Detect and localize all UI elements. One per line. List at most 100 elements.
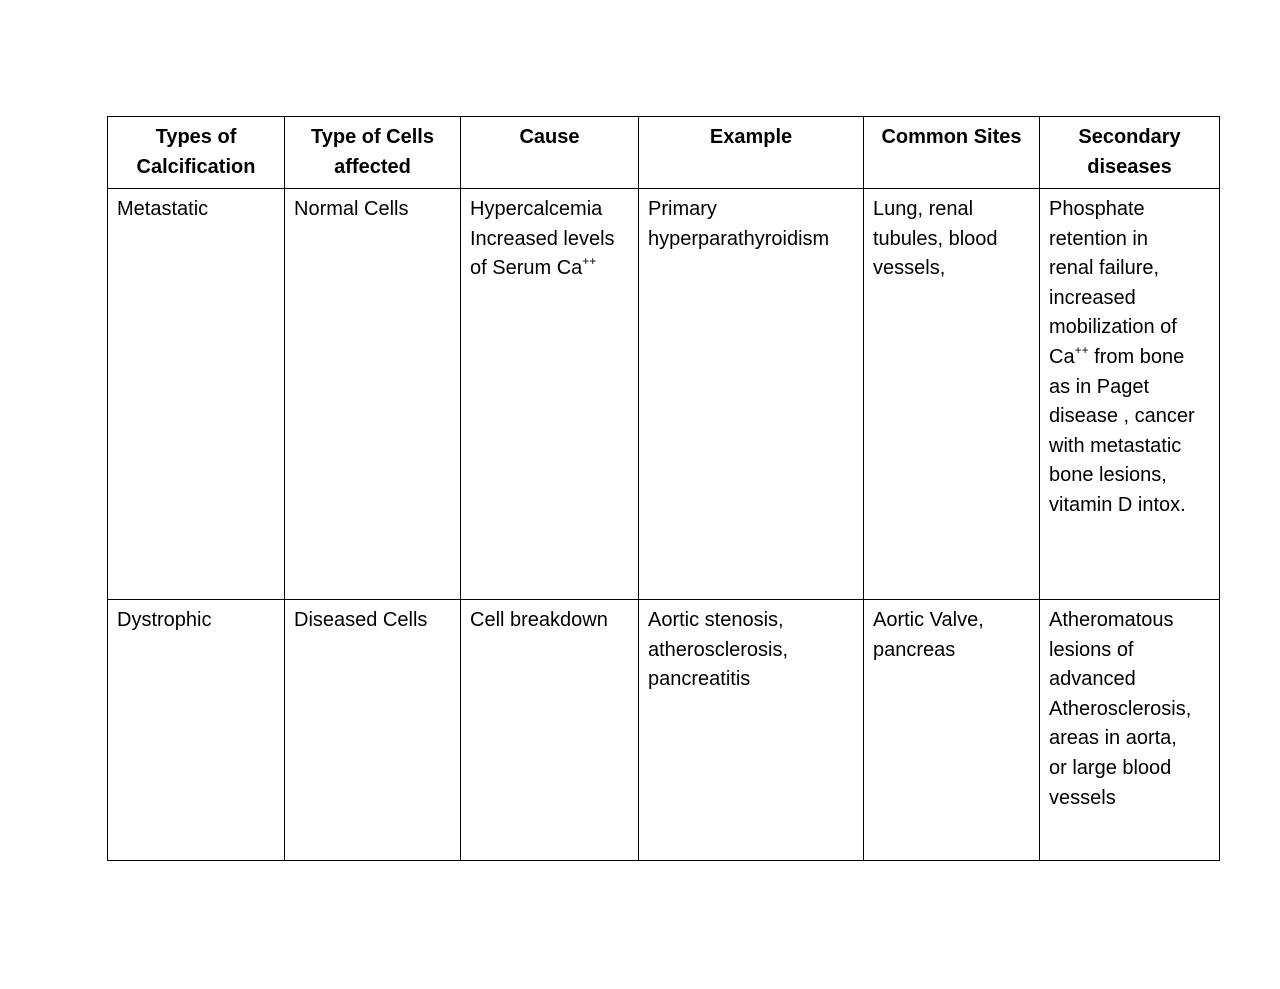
cell-line: Atheromatous xyxy=(1049,606,1211,636)
text-segment: Dystrophic xyxy=(117,609,212,631)
cell-line: areas in aorta, xyxy=(1049,724,1211,754)
text-segment: Atheromatous xyxy=(1049,609,1174,631)
cell-line: Primary xyxy=(648,195,855,225)
text-segment: vessels, xyxy=(873,257,946,280)
text-segment: Diseased Cells xyxy=(294,609,428,631)
header-example: Example xyxy=(638,116,864,189)
cell-line: Phosphate xyxy=(1049,195,1211,225)
text-segment: Metastatic xyxy=(117,198,209,220)
text-segment: or large blood xyxy=(1049,756,1172,779)
cell-line: Aortic Valve, xyxy=(873,606,1031,636)
text-segment: of Serum Ca xyxy=(470,257,583,280)
text-segment: Lung, renal xyxy=(873,198,974,220)
cell-line: bone lesions, xyxy=(1049,461,1211,491)
header-types-of-calcification: Types of Calcification xyxy=(107,116,285,189)
text-segment: retention in xyxy=(1049,227,1148,250)
cell-example: Primary hyperparathyroidism xyxy=(638,188,864,600)
text-segment: Aortic stenosis, xyxy=(648,609,784,631)
header-text: Common Sites xyxy=(881,126,1022,148)
text-segment: Cell breakdown xyxy=(470,609,608,631)
text-segment: Phosphate xyxy=(1049,198,1145,220)
cell-line: Aortic stenosis, xyxy=(648,606,855,636)
cell-line: retention in xyxy=(1049,225,1211,255)
text-segment: vessels xyxy=(1049,786,1116,809)
header-cause: Cause xyxy=(460,116,639,189)
cell-line: Diseased Cells xyxy=(294,606,452,636)
text-segment: advanced xyxy=(1049,668,1136,691)
cell-secondary-diseases: Phosphate retention in renal failure, incre… xyxy=(1039,188,1220,600)
cell-example: Aortic stenosis, atherosclerosis, pancreat… xyxy=(638,599,864,861)
text-segment: increased xyxy=(1049,286,1136,309)
text-segment: from bone xyxy=(1088,345,1185,368)
cell-line: of Serum Ca++ xyxy=(470,254,630,284)
header-text: Types of xyxy=(155,126,237,148)
header-text: Example xyxy=(709,126,793,148)
cell-line: pancreatitis xyxy=(648,665,855,695)
text-segment: areas in aorta, xyxy=(1049,727,1177,750)
cell-type-of-cells-affected: Diseased Cells xyxy=(284,599,461,861)
text-segment: atherosclerosis, xyxy=(648,638,789,661)
text-segment: mobilization of xyxy=(1049,316,1177,339)
header-secondary-diseases: Secondary diseases xyxy=(1039,116,1220,189)
header-row: Types of Calcification Type of Cells affect… xyxy=(107,116,1220,189)
text-segment: lesions of xyxy=(1049,638,1134,661)
text-segment: Primary xyxy=(648,198,717,220)
cell-secondary-diseases: Atheromatous lesions of advanced Atheroscle… xyxy=(1039,599,1220,861)
cell-line: atherosclerosis, xyxy=(648,636,855,666)
cell-line: disease , cancer xyxy=(1049,402,1211,432)
text-segment: Atherosclerosis, xyxy=(1049,697,1192,720)
cell-common-sites: Lung, renal tubules, blood vessels, xyxy=(863,188,1040,600)
text-segment: pancreas xyxy=(873,638,956,661)
header-type-of-cells-affected: Type of Cells affected xyxy=(284,116,461,189)
superscript: ++ xyxy=(582,254,597,269)
cell-line: vitamin D intox. xyxy=(1049,491,1211,521)
cell-line: mobilization of xyxy=(1049,313,1211,343)
cell-cause: Cell breakdown xyxy=(460,599,639,861)
text-segment: bone lesions, xyxy=(1049,464,1167,487)
text-segment: Normal Cells xyxy=(294,198,409,220)
cell-line: Normal Cells xyxy=(294,195,452,225)
table-row: Dystrophic Diseased Cells Cell breakdown Ao… xyxy=(107,599,1220,861)
cell-cause: Hypercalcemia Increased levels of Serum Ca… xyxy=(460,188,639,600)
cell-line: increased xyxy=(1049,284,1211,314)
cell-line: vessels, xyxy=(873,254,1031,284)
text-segment: Hypercalcemia xyxy=(470,198,603,220)
cell-line: lesions of xyxy=(1049,636,1211,666)
table-row: Metastatic Normal Cells Hypercalcemia Incre… xyxy=(107,188,1220,600)
header-text: Calcification xyxy=(136,155,256,178)
header-common-sites: Common Sites xyxy=(863,116,1040,189)
cell-line: Atherosclerosis, xyxy=(1049,695,1211,725)
text-segment: vitamin D intox. xyxy=(1049,493,1186,516)
text-segment: Aortic Valve, xyxy=(873,609,984,631)
text-segment: as in Paget xyxy=(1049,375,1150,398)
superscript: ++ xyxy=(1074,342,1089,357)
text-segment: Ca xyxy=(1049,345,1075,368)
cell-line: Metastatic xyxy=(117,195,276,225)
cell-line: vessels xyxy=(1049,784,1211,814)
cell-line: Ca++ from bone xyxy=(1049,343,1211,373)
header-text: Secondary xyxy=(1078,126,1181,148)
text-segment: pancreatitis xyxy=(648,668,751,691)
calcification-table: Types of Calcification Type of Cells affect… xyxy=(107,116,1220,861)
cell-line: tubules, blood xyxy=(873,225,1031,255)
header-text: diseases xyxy=(1087,155,1172,178)
cell-line: Dystrophic xyxy=(117,606,276,636)
cell-line: Increased levels xyxy=(470,225,630,255)
text-segment: disease , cancer xyxy=(1049,405,1195,428)
cell-line: advanced xyxy=(1049,665,1211,695)
cell-common-sites: Aortic Valve, pancreas xyxy=(863,599,1040,861)
text-segment: tubules, blood xyxy=(873,227,998,250)
text-segment: renal failure, xyxy=(1049,257,1160,280)
cell-line: Hypercalcemia xyxy=(470,195,630,225)
cell-types-of-calcification: Metastatic xyxy=(107,188,285,600)
cell-type-of-cells-affected: Normal Cells xyxy=(284,188,461,600)
cell-line: hyperparathyroidism xyxy=(648,225,855,255)
cell-types-of-calcification: Dystrophic xyxy=(107,599,285,861)
cell-line: renal failure, xyxy=(1049,254,1211,284)
header-text: Type of Cells xyxy=(311,126,434,148)
cell-line: as in Paget xyxy=(1049,373,1211,403)
text-segment: hyperparathyroidism xyxy=(648,227,830,250)
cell-line: Cell breakdown xyxy=(470,606,630,636)
cell-line: with metastatic xyxy=(1049,432,1211,462)
cell-line: pancreas xyxy=(873,636,1031,666)
